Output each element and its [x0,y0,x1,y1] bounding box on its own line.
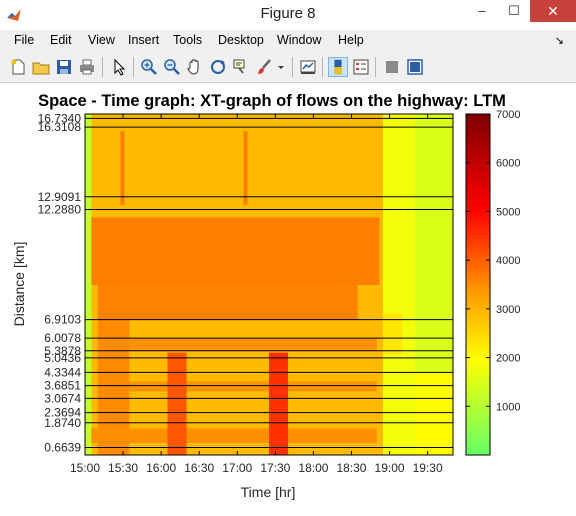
flow-region [129,338,376,350]
flow-region [383,114,415,455]
hide-plot-tools-icon[interactable] [382,57,402,77]
window-titlebar: Figure 8 – ☐ ✕ [0,0,576,31]
close-button[interactable]: ✕ [530,0,576,22]
y-tick-label: 12.2880 [38,202,82,216]
y-tick-label: 3.6851 [44,379,81,393]
figure-canvas: Space - Time graph: XT-graph of flows on… [0,83,576,511]
menu-bar: File Edit View Insert Tools Desktop Wind… [0,30,576,52]
x-tick-label: 15:30 [108,461,138,475]
y-tick-label: 2.3694 [44,406,81,420]
xt-heatmap-chart: Space - Time graph: XT-graph of flows on… [0,83,576,511]
x-tick-label: 16:00 [146,461,176,475]
menu-edit[interactable]: Edit [50,33,72,47]
toolbar-separator [375,57,376,77]
menu-tools[interactable]: Tools [173,33,202,47]
flow-region [167,353,186,455]
colorbar-tick-label: 5000 [496,206,520,218]
legend-toggle-icon[interactable] [351,57,371,77]
save-icon[interactable] [54,57,74,77]
flow-region [91,428,377,442]
colorbar-tick-label: 3000 [496,304,520,316]
x-tick-label: 19:30 [413,461,443,475]
dropdown-arrow-icon[interactable] [276,57,286,77]
data-cursor-icon[interactable] [231,57,251,77]
colorbar-tick-label: 6000 [496,158,520,170]
menu-file[interactable]: File [14,33,34,47]
y-tick-label: 4.3344 [44,365,81,379]
rotate-3d-icon[interactable] [208,57,228,77]
x-tick-label: 18:30 [336,461,366,475]
print-icon[interactable] [77,57,97,77]
y-tick-label: 16.7340 [38,111,82,125]
menu-help[interactable]: Help [338,33,364,47]
minimize-button[interactable]: – [466,0,498,22]
link-plot-icon[interactable] [298,57,318,77]
open-file-icon[interactable] [31,57,51,77]
x-tick-label: 18:00 [298,461,328,475]
flow-region [129,381,376,391]
toolbar-separator [133,57,134,77]
x-tick-label: 15:00 [70,461,100,475]
colorbar-tick-label: 7000 [496,109,520,121]
menu-view[interactable]: View [88,33,115,47]
new-figure-icon[interactable] [8,57,28,77]
flow-region [85,114,91,455]
colorbar-tick-label: 1000 [496,401,520,413]
x-tick-label: 17:00 [222,461,252,475]
colorbar[interactable] [466,114,490,455]
flow-region [244,131,248,205]
flow-region [121,131,125,205]
y-tick-label: 3.0674 [44,391,81,405]
flow-region [269,353,288,455]
menu-desktop[interactable]: Desktop [218,33,264,47]
colorbar-tick-label: 4000 [496,255,520,267]
x-tick-label: 16:30 [184,461,214,475]
menu-window[interactable]: Window [277,33,321,47]
dock-figure-icon[interactable]: ↘ [555,34,564,47]
toolbar-separator [292,57,293,77]
figure-toolbar [0,52,576,83]
heatmap-area [85,114,453,455]
y-tick-label: 5.3878 [44,344,81,358]
toolbar-separator [102,57,103,77]
y-axis-ticks: 0.66391.87402.36943.06743.68514.33445.04… [38,111,82,454]
menu-insert[interactable]: Insert [128,33,159,47]
x-tick-label: 17:30 [260,461,290,475]
y-tick-label: 6.0078 [44,331,81,345]
zoom-in-icon[interactable] [139,57,159,77]
chart-title: Space - Time graph: XT-graph of flows on… [38,92,506,110]
select-arrow-icon[interactable] [109,57,129,77]
brush-icon[interactable] [254,57,274,77]
maximize-button[interactable]: ☐ [498,0,530,22]
flow-region [91,217,379,285]
zoom-out-icon[interactable] [162,57,182,77]
show-plot-tools-icon[interactable] [405,57,425,77]
colorbar-toggle-icon[interactable] [328,57,348,77]
toolbar-separator [322,57,323,77]
x-axis-label: Time [hr] [241,484,296,500]
flow-region [98,285,358,320]
y-tick-label: 6.9103 [44,313,81,327]
colorbar-tick-label: 2000 [496,353,520,365]
y-tick-label: 0.6639 [44,441,81,455]
pan-hand-icon[interactable] [185,57,205,77]
x-tick-label: 19:00 [375,461,405,475]
y-tick-label: 12.9091 [38,190,82,204]
y-axis-label: Distance [km] [11,242,27,327]
